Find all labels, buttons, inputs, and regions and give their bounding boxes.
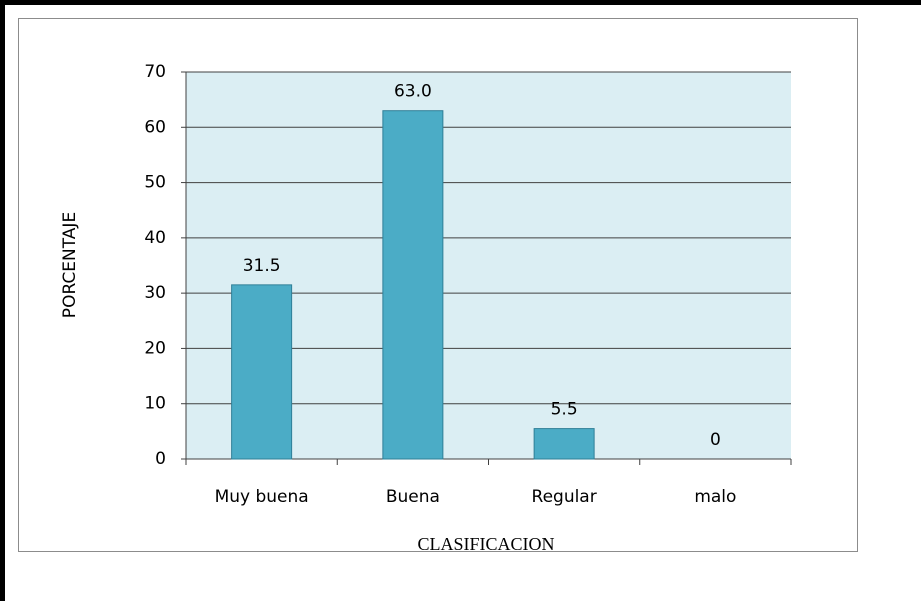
y-tick-label: 0	[155, 449, 166, 469]
y-tick-label: 50	[144, 173, 166, 193]
x-tick-label: Buena	[386, 487, 440, 507]
x-axis-title: CLASIFICACION	[417, 534, 554, 554]
data-label: 63.0	[394, 82, 432, 102]
data-label: 31.5	[243, 256, 281, 276]
data-label: 5.5	[551, 400, 578, 420]
y-tick-label: 60	[144, 117, 166, 137]
bar	[382, 110, 444, 460]
y-tick-label: 10	[144, 394, 166, 414]
data-label: 0	[710, 430, 721, 450]
x-tick-label: malo	[694, 487, 736, 507]
bar	[533, 428, 595, 460]
bar	[231, 284, 293, 460]
y-tick-label: 30	[144, 283, 166, 303]
y-tick-label: 70	[144, 62, 166, 82]
y-axis-title: PORCENTAJE	[60, 212, 80, 318]
x-tick-label: Muy buena	[215, 487, 309, 507]
frame-top	[0, 0, 921, 5]
x-tick-label: Regular	[532, 487, 597, 507]
y-tick-label: 40	[144, 228, 166, 248]
frame-left	[0, 0, 5, 601]
y-tick-label: 20	[144, 338, 166, 358]
